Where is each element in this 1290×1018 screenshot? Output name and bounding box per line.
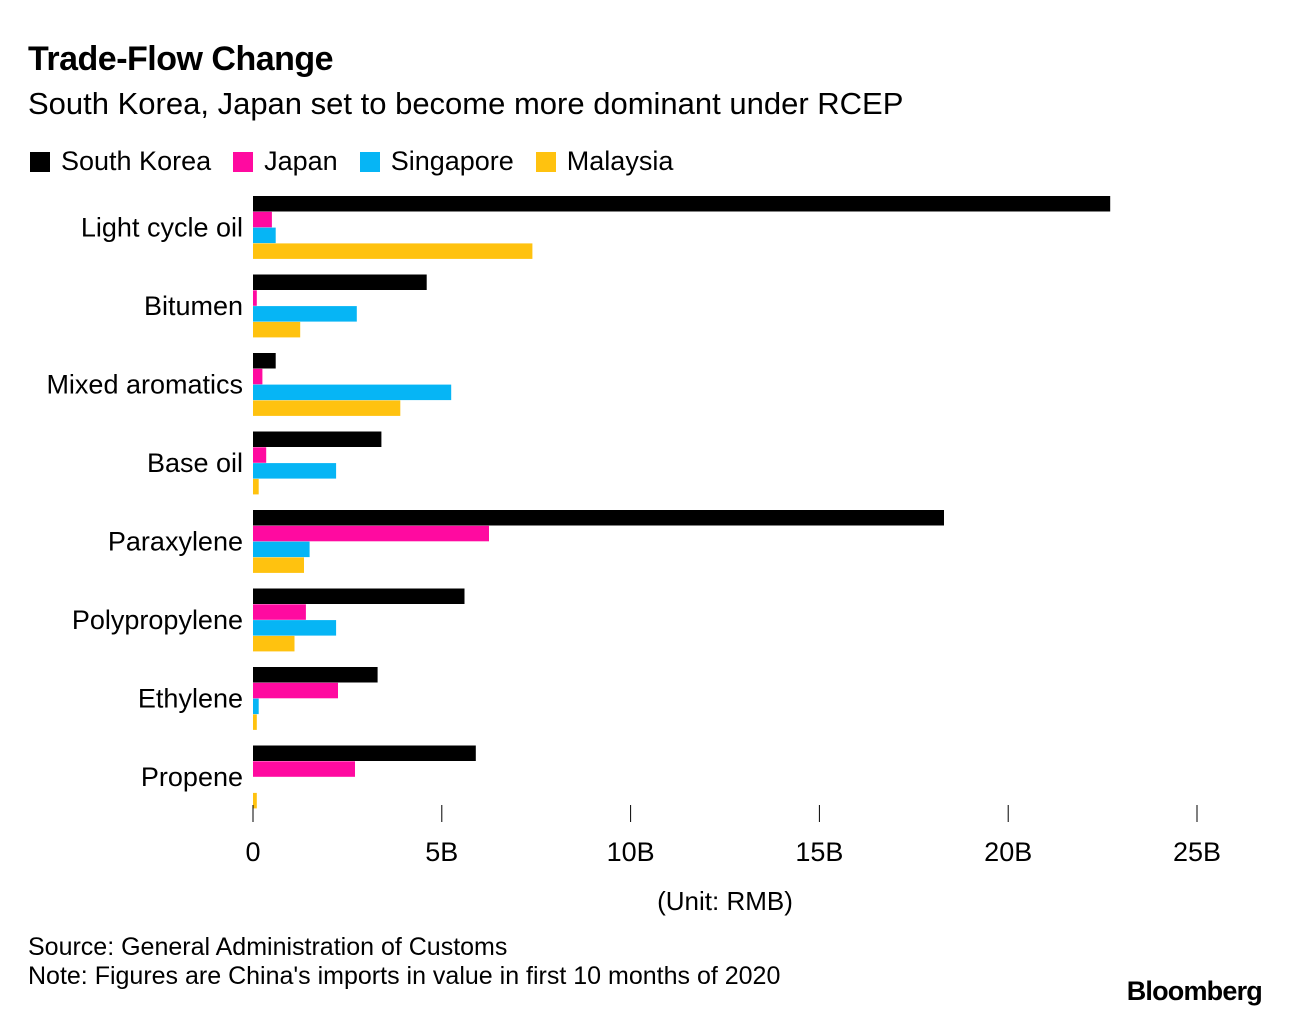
footnote: Note: Figures are China's imports in val… (28, 962, 781, 990)
category-label-paraxylene: Paraxylene (108, 527, 243, 557)
bar-light-cycle-oil-south-korea (253, 196, 1111, 212)
legend-item-south-korea: South Korea (30, 146, 211, 177)
bar-base-oil-malaysia (253, 478, 259, 495)
legend-swatch-japan (233, 151, 254, 172)
category-label-base-oil: Base oil (147, 448, 243, 478)
bar-ethylene-singapore (253, 698, 259, 715)
bar-bitumen-south-korea (253, 274, 427, 290)
bar-propene-japan (253, 761, 355, 777)
bar-propene-south-korea (253, 745, 476, 761)
x-tick-label-5: 25B (1173, 837, 1221, 867)
bar-polypropylene-japan (253, 604, 306, 620)
bar-base-oil-singapore (253, 463, 337, 479)
legend-swatch-malaysia (535, 151, 556, 172)
legend-label-malaysia: Malaysia (566, 146, 674, 176)
bar-mixed-aromatics-japan (253, 368, 263, 385)
bar-bitumen-malaysia (253, 321, 301, 338)
bar-base-oil-south-korea (253, 431, 382, 447)
bar-propene-malaysia (253, 792, 257, 809)
bar-bitumen-singapore (253, 306, 357, 322)
category-label-mixed-aromatics: Mixed aromatics (46, 370, 243, 400)
category-label-light-cycle-oil: Light cycle oil (81, 213, 243, 243)
x-tick-label-3: 15B (795, 837, 843, 867)
bar-polypropylene-south-korea (253, 588, 465, 604)
bar-ethylene-japan (253, 682, 338, 699)
bar-light-cycle-oil-singapore (253, 227, 276, 244)
bloomberg-logo: Bloomberg (1126, 976, 1263, 1006)
bar-bitumen-japan (253, 290, 257, 306)
legend-label-singapore: Singapore (390, 146, 514, 176)
bar-mixed-aromatics-south-korea (253, 353, 276, 369)
bar-paraxylene-malaysia (253, 557, 304, 573)
category-label-propene: Propene (141, 762, 243, 792)
legend-label-south-korea: South Korea (61, 146, 212, 176)
bar-polypropylene-singapore (253, 620, 337, 636)
bar-mixed-aromatics-malaysia (253, 400, 401, 416)
legend-swatch-singapore (359, 151, 380, 172)
category-label-ethylene: Ethylene (138, 684, 243, 714)
bar-mixed-aromatics-singapore (253, 384, 452, 401)
x-tick-label-2: 10B (607, 837, 655, 867)
bar-paraxylene-singapore (253, 541, 310, 558)
category-label-polypropylene: Polypropylene (72, 605, 243, 635)
bar-base-oil-japan (253, 447, 267, 463)
legend-item-singapore: Singapore (359, 146, 514, 177)
bar-polypropylene-malaysia (253, 635, 295, 652)
legend-item-malaysia: Malaysia (535, 146, 674, 177)
category-label-bitumen: Bitumen (144, 291, 243, 321)
bar-ethylene-south-korea (253, 667, 378, 683)
chart-legend: South Korea Japan Singapore Malaysia (30, 146, 695, 177)
x-axis-label: (Unit: RMB) (657, 886, 793, 916)
legend-item-japan: Japan (233, 146, 338, 177)
x-tick-label-4: 20B (984, 837, 1032, 867)
bar-paraxylene-japan (253, 525, 489, 542)
legend-label-japan: Japan (264, 146, 338, 176)
bar-ethylene-malaysia (253, 714, 257, 730)
legend-swatch-south-korea (30, 151, 50, 172)
chart-title: Trade-Flow Change (28, 40, 334, 78)
bar-light-cycle-oil-malaysia (253, 243, 533, 259)
bar-paraxylene-south-korea (253, 510, 944, 526)
chart-subtitle: South Korea, Japan set to become more do… (28, 86, 904, 121)
x-tick-label-1: 5B (425, 837, 458, 867)
bar-light-cycle-oil-japan (253, 211, 272, 228)
source-note: Source: General Administration of Custom… (28, 933, 508, 961)
x-tick-label-0: 0 (245, 837, 260, 867)
